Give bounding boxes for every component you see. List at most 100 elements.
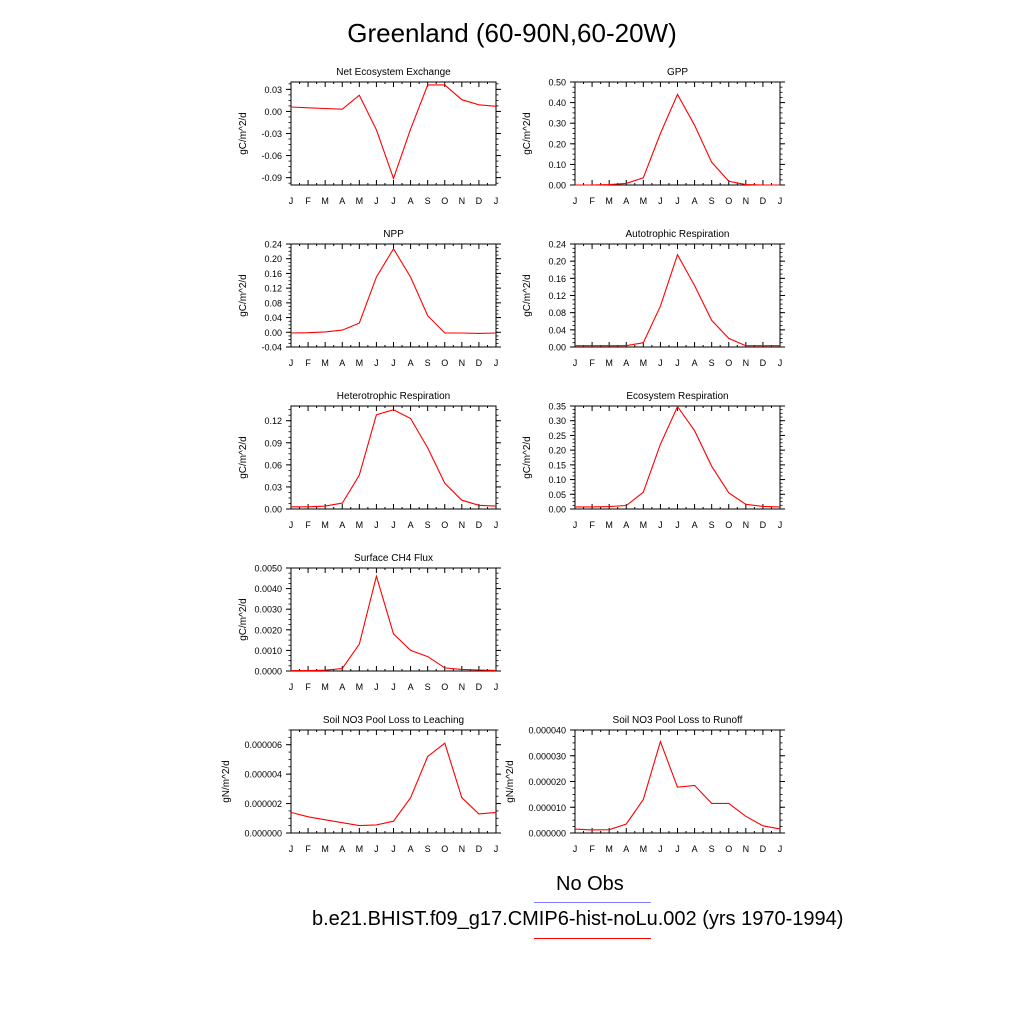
x-tick-label: M	[605, 844, 613, 854]
y-tick-label: 0.20	[264, 254, 282, 264]
y-tick-label: 0.00	[548, 343, 566, 353]
x-tick-label: F	[589, 520, 595, 530]
y-axis-label: gN/m^2/d	[505, 760, 516, 803]
x-tick-label: S	[425, 682, 431, 692]
series-line	[291, 409, 497, 508]
y-tick-label: 0.25	[548, 431, 566, 441]
x-tick-label: J	[391, 682, 396, 692]
x-tick-label: N	[459, 358, 466, 368]
x-tick-label: A	[692, 844, 698, 854]
x-tick-label: J	[573, 196, 578, 206]
plot-frame	[574, 81, 781, 186]
y-tick-label: 0.20	[548, 446, 566, 456]
x-tick-label: J	[289, 520, 294, 530]
y-tick-label: 0.000000	[244, 829, 282, 839]
x-tick-label: N	[459, 844, 466, 854]
x-tick-label: A	[623, 520, 629, 530]
y-tick-label: 0.0000	[254, 667, 282, 677]
x-tick-label: J	[289, 358, 294, 368]
x-tick-label: S	[709, 358, 715, 368]
x-tick-label: A	[408, 682, 414, 692]
y-tick-label: 0.30	[548, 416, 566, 426]
x-tick-label: O	[725, 358, 732, 368]
y-tick-label: -0.06	[261, 151, 282, 161]
x-tick-label: D	[760, 844, 767, 854]
x-tick-label: M	[356, 196, 364, 206]
x-tick-label: J	[391, 844, 396, 854]
panel-title: Surface CH4 Flux	[354, 553, 433, 564]
x-tick-label: O	[441, 682, 448, 692]
series-line	[574, 739, 781, 831]
y-tick-label: 0.12	[548, 291, 566, 301]
x-tick-label: J	[573, 844, 578, 854]
y-tick-label: 0.10	[548, 475, 566, 485]
series-line	[575, 253, 780, 347]
x-tick-label: A	[339, 844, 345, 854]
x-tick-label: J	[658, 844, 663, 854]
x-tick-label: O	[441, 196, 448, 206]
y-axis-label: gC/m^2/d	[238, 598, 249, 641]
y-axis-label: gC/m^2/d	[238, 112, 249, 155]
x-tick-label: J	[374, 358, 379, 368]
x-tick-label: J	[658, 358, 663, 368]
x-tick-label: N	[743, 196, 750, 206]
x-tick-label: M	[605, 196, 613, 206]
y-tick-label: 0.15	[548, 460, 566, 470]
y-axis-label: gN/m^2/d	[221, 760, 232, 803]
y-axis-label: gC/m^2/d	[238, 436, 249, 479]
x-tick-label: M	[640, 196, 648, 206]
x-tick-label: A	[692, 520, 698, 530]
x-tick-label: S	[425, 520, 431, 530]
y-tick-label: 0.24	[264, 240, 282, 250]
x-tick-label: J	[391, 196, 396, 206]
y-tick-label: 0.000004	[244, 770, 282, 780]
y-tick-label: 0.16	[548, 274, 566, 284]
x-tick-label: J	[374, 844, 379, 854]
x-tick-label: N	[459, 196, 466, 206]
y-tick-label: 0.00	[548, 181, 566, 191]
x-tick-label: J	[573, 520, 578, 530]
x-tick-label: F	[589, 358, 595, 368]
y-axis-label: gC/m^2/d	[238, 274, 249, 317]
x-tick-label: F	[305, 844, 311, 854]
x-tick-label: J	[778, 520, 783, 530]
x-tick-label: D	[760, 520, 767, 530]
x-tick-label: D	[760, 358, 767, 368]
y-tick-label: 0.000000	[528, 829, 566, 839]
plot-frame	[290, 405, 497, 510]
x-tick-label: J	[675, 520, 680, 530]
x-tick-label: A	[339, 520, 345, 530]
x-tick-label: D	[760, 196, 767, 206]
y-tick-label: 0.000020	[528, 777, 566, 787]
x-tick-label: S	[709, 844, 715, 854]
plot-frame	[290, 567, 497, 672]
y-tick-label: 0.20	[548, 257, 566, 267]
y-axis-label: gC/m^2/d	[522, 436, 533, 479]
x-tick-label: J	[374, 196, 379, 206]
y-tick-label: 0.000030	[528, 751, 566, 761]
x-tick-label: O	[441, 358, 448, 368]
panel-title: GPP	[667, 67, 688, 78]
y-tick-label: 0.0030	[254, 605, 282, 615]
x-tick-label: F	[305, 358, 311, 368]
plot-frame	[290, 81, 497, 186]
y-tick-label: 0.30	[548, 119, 566, 129]
y-tick-label: 0.12	[264, 416, 282, 426]
x-tick-label: A	[692, 196, 698, 206]
x-tick-label: A	[408, 358, 414, 368]
legend-obs-label: No Obs	[556, 873, 624, 895]
y-tick-label: 0.04	[264, 313, 282, 323]
y-tick-label: 0.0020	[254, 625, 282, 635]
y-tick-label: 0.08	[264, 298, 282, 308]
x-tick-label: S	[425, 358, 431, 368]
x-tick-label: F	[305, 520, 311, 530]
x-tick-label: A	[408, 520, 414, 530]
series-line	[290, 247, 497, 334]
y-tick-label: 0.000010	[528, 803, 566, 813]
x-tick-label: N	[743, 520, 750, 530]
